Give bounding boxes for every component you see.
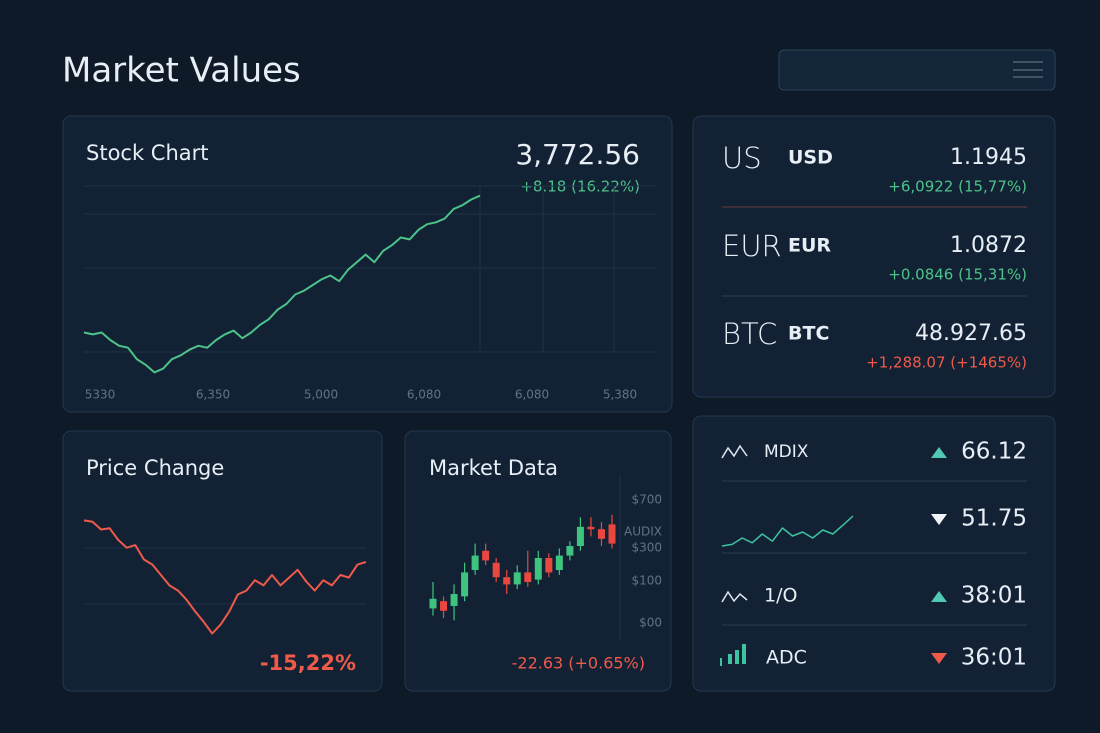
price-change-panel bbox=[62, 430, 383, 692]
x-tick-label: 5,380 bbox=[603, 388, 637, 402]
candle-body bbox=[429, 598, 437, 609]
line-series bbox=[721, 515, 854, 547]
x-tick-label: 6,350 bbox=[196, 388, 230, 402]
currency-value: 1.1945 bbox=[950, 145, 1027, 170]
candle-body bbox=[482, 550, 490, 561]
panel-title: Price Change bbox=[86, 456, 224, 480]
index-value: 51.75 bbox=[961, 506, 1027, 532]
trend-icon bbox=[721, 444, 748, 459]
trend-up bbox=[931, 591, 947, 602]
axis-label: $700 bbox=[631, 493, 662, 507]
index-name: 1/O bbox=[764, 585, 797, 607]
candle-body bbox=[471, 555, 479, 570]
candle-body bbox=[566, 546, 574, 556]
x-tick-label: 6,080 bbox=[407, 388, 441, 402]
x-tick-label: 5,000 bbox=[304, 388, 338, 402]
axis-label: $300 bbox=[631, 541, 662, 555]
trend-icon bbox=[721, 590, 748, 603]
trend-down bbox=[931, 514, 947, 525]
panel-title: Stock Chart bbox=[86, 141, 209, 165]
currency-name: BTC bbox=[788, 323, 829, 345]
index-name: ADC bbox=[766, 647, 807, 669]
axis-label: AUDIX bbox=[624, 525, 662, 539]
candle-body bbox=[492, 562, 500, 578]
x-tick-label: 5330 bbox=[85, 388, 116, 402]
stock-panel bbox=[62, 115, 673, 413]
currency-change: +6,0922 (15,77%) bbox=[888, 178, 1027, 196]
candle-body bbox=[503, 577, 511, 585]
candle-body bbox=[576, 526, 584, 546]
currency-code: BTC bbox=[722, 317, 777, 351]
candle-body bbox=[587, 526, 595, 530]
currency-name: EUR bbox=[788, 235, 831, 257]
axis-label: $100 bbox=[631, 574, 662, 588]
line-series bbox=[83, 194, 481, 374]
currency-value: 1.0872 bbox=[950, 233, 1027, 258]
price-change-value: -15,22% bbox=[260, 651, 356, 675]
currency-panel bbox=[692, 115, 1056, 398]
panel-title: Market Data bbox=[429, 456, 558, 480]
index-value: 38:01 bbox=[961, 583, 1027, 609]
candle-body bbox=[513, 572, 521, 585]
candle-body bbox=[524, 572, 532, 582]
market-change: -22.63 (+0.65%) bbox=[512, 654, 645, 673]
candle-body bbox=[545, 558, 553, 573]
x-tick-label: 6,080 bbox=[515, 388, 549, 402]
candle-body bbox=[440, 601, 448, 611]
candle-body bbox=[450, 594, 458, 606]
currency-code: US bbox=[722, 141, 762, 175]
candle-body bbox=[555, 555, 563, 570]
stock-price: 3,772.56 bbox=[515, 138, 640, 171]
index-value: 66.12 bbox=[961, 439, 1027, 465]
line-series bbox=[83, 519, 367, 635]
candle-icon bbox=[720, 644, 746, 666]
currency-change: +1,288.07 (+1465%) bbox=[866, 354, 1027, 372]
currency-value: 48.927.65 bbox=[915, 321, 1027, 346]
axis-label: $00 bbox=[639, 616, 662, 630]
index-value: 36:01 bbox=[961, 645, 1027, 671]
search-field[interactable] bbox=[778, 49, 1056, 91]
candle-body bbox=[608, 524, 616, 544]
candle-body bbox=[461, 572, 469, 597]
candle-body bbox=[534, 558, 542, 580]
currency-change: +0.0846 (15,31%) bbox=[888, 266, 1027, 284]
currency-code: EUR bbox=[722, 229, 782, 263]
trend-up bbox=[931, 447, 947, 458]
trend-down bbox=[931, 653, 947, 664]
currency-name: USD bbox=[788, 147, 833, 169]
search-box[interactable] bbox=[778, 49, 1056, 91]
candle-body bbox=[597, 529, 605, 539]
index-name: MDIX bbox=[764, 442, 809, 462]
page-title: Market Values bbox=[62, 51, 301, 91]
